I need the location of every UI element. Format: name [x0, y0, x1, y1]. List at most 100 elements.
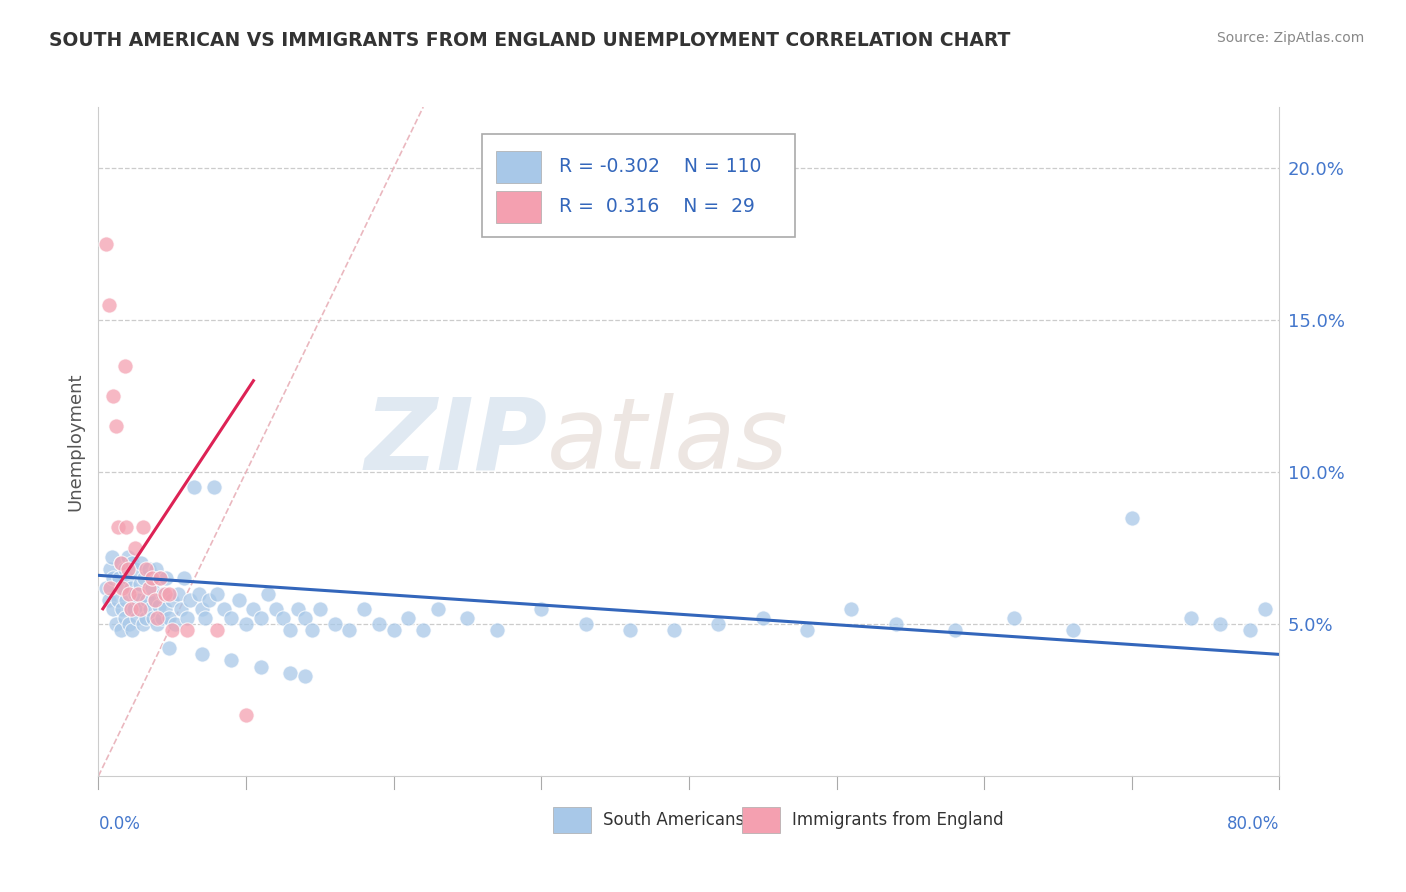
- Point: [129, 556, 152, 570]
- Point: [98, 581, 121, 595]
- Point: [398, 611, 420, 625]
- Point: [153, 601, 176, 615]
- Point: [235, 617, 257, 632]
- Point: [264, 601, 287, 615]
- Point: [145, 562, 167, 576]
- Point: [132, 617, 155, 632]
- Point: [294, 669, 316, 683]
- Text: ZIP: ZIP: [364, 393, 547, 490]
- Point: [110, 623, 132, 637]
- Point: [107, 592, 129, 607]
- Point: [134, 571, 156, 585]
- Point: [97, 592, 120, 607]
- Point: [157, 586, 180, 600]
- Point: [157, 611, 180, 625]
- Point: [301, 623, 323, 637]
- Text: R = -0.302    N = 110: R = -0.302 N = 110: [560, 157, 762, 176]
- Point: [309, 601, 332, 615]
- Point: [94, 581, 117, 595]
- Point: [97, 298, 120, 312]
- Point: [149, 571, 172, 585]
- Point: [146, 611, 169, 625]
- Point: [707, 617, 730, 632]
- Point: [271, 611, 294, 625]
- Point: [117, 562, 139, 576]
- Point: [205, 586, 228, 600]
- Text: R =  0.316    N =  29: R = 0.316 N = 29: [560, 197, 755, 216]
- Point: [120, 581, 142, 595]
- Point: [141, 571, 163, 585]
- Point: [138, 562, 160, 576]
- Point: [194, 611, 217, 625]
- Point: [127, 586, 149, 600]
- Point: [1062, 623, 1084, 637]
- Text: 0.0%: 0.0%: [98, 815, 141, 833]
- Point: [796, 623, 818, 637]
- Point: [162, 592, 183, 607]
- Point: [128, 601, 150, 615]
- Point: [121, 623, 143, 637]
- Point: [132, 599, 155, 613]
- Point: [202, 480, 225, 494]
- Point: [176, 611, 198, 625]
- Point: [155, 571, 177, 585]
- Point: [257, 586, 280, 600]
- Point: [127, 592, 149, 607]
- FancyBboxPatch shape: [496, 191, 541, 223]
- Point: [114, 359, 136, 373]
- Point: [1002, 611, 1025, 625]
- Point: [179, 592, 201, 607]
- Point: [280, 665, 302, 680]
- Point: [120, 601, 142, 615]
- Point: [221, 653, 243, 667]
- Point: [124, 586, 146, 600]
- Point: [149, 571, 172, 585]
- Point: [124, 562, 146, 576]
- Point: [115, 592, 138, 607]
- Point: [132, 519, 155, 533]
- Point: [173, 571, 195, 585]
- Point: [135, 611, 157, 625]
- Point: [228, 592, 250, 607]
- Point: [117, 571, 139, 585]
- Point: [112, 581, 135, 595]
- Point: [242, 601, 264, 615]
- Point: [118, 617, 141, 632]
- Point: [115, 519, 138, 533]
- Point: [841, 601, 863, 615]
- Point: [368, 617, 391, 632]
- Point: [287, 601, 309, 615]
- Point: [98, 562, 121, 576]
- Point: [153, 586, 176, 600]
- Point: [170, 601, 193, 615]
- Point: [323, 617, 346, 632]
- Point: [167, 586, 190, 600]
- Point: [118, 586, 141, 600]
- Point: [280, 623, 302, 637]
- Point: [114, 562, 136, 576]
- Point: [165, 617, 187, 632]
- Point: [152, 586, 174, 600]
- Point: [382, 623, 405, 637]
- Text: SOUTH AMERICAN VS IMMIGRANTS FROM ENGLAND UNEMPLOYMENT CORRELATION CHART: SOUTH AMERICAN VS IMMIGRANTS FROM ENGLAN…: [49, 31, 1011, 50]
- Point: [125, 611, 148, 625]
- Point: [105, 617, 128, 632]
- Point: [136, 592, 159, 607]
- Text: atlas: atlas: [547, 393, 789, 490]
- Point: [250, 611, 273, 625]
- Point: [1180, 611, 1202, 625]
- Point: [183, 480, 205, 494]
- Point: [1121, 510, 1143, 524]
- FancyBboxPatch shape: [553, 807, 591, 833]
- Point: [339, 623, 361, 637]
- Point: [1209, 617, 1232, 632]
- Point: [176, 623, 198, 637]
- Point: [103, 571, 125, 585]
- Point: [619, 623, 641, 637]
- Point: [198, 592, 221, 607]
- Point: [752, 611, 775, 625]
- Point: [117, 550, 139, 565]
- Point: [143, 592, 166, 607]
- Point: [103, 601, 125, 615]
- Point: [212, 601, 235, 615]
